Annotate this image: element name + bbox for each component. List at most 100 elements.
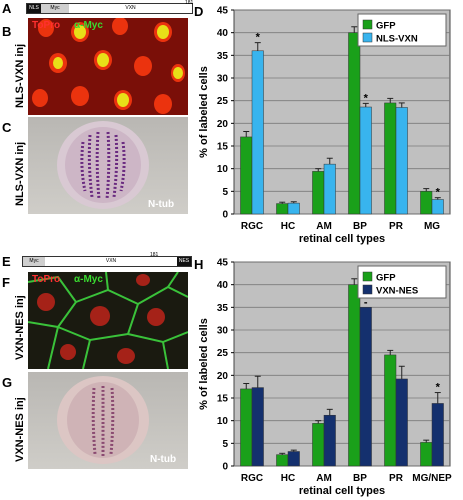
panel-label-d: D — [194, 4, 204, 19]
stain-myc-f: α-Myc — [74, 274, 103, 285]
bar-gfp — [384, 354, 397, 467]
bar-gfp — [312, 423, 325, 467]
y-tick-label: 40 — [217, 280, 229, 291]
side-label-f: VXN-NES inj — [14, 295, 26, 360]
confocal-image-f: ToPro α-Myc — [28, 272, 188, 369]
significance-mark: * — [364, 92, 369, 104]
bar-gfp — [384, 102, 397, 215]
side-label-g: VXN-NES inj — [14, 397, 26, 462]
y-tick-label: 5 — [222, 439, 228, 450]
y-tick-label: 25 — [217, 348, 229, 359]
nuclei-b — [32, 18, 185, 114]
y-tick-label: 10 — [217, 164, 229, 175]
legend-label: GFP — [376, 21, 396, 32]
nls-segment: NLS — [27, 4, 41, 13]
x-tick-label: MG — [424, 221, 440, 232]
bar-nls-vxn — [359, 106, 372, 215]
stain-ntub-c: N-tub — [148, 199, 175, 210]
y-axis-label: % of labeled cells — [198, 318, 210, 410]
stain-ntub-g: N-tub — [150, 454, 177, 465]
bar-nls-vxn — [251, 50, 264, 215]
legend-swatch — [362, 19, 373, 30]
bar-gfp — [420, 442, 433, 467]
bar-nls-vxn — [287, 202, 300, 215]
legend-label: GFP — [376, 273, 396, 284]
bar-nls-vxn — [323, 163, 336, 215]
panel-label-g: G — [2, 375, 13, 390]
bar-gfp — [348, 284, 361, 467]
x-axis-label: retinal cell types — [299, 485, 385, 497]
construct-diagram-top: NLS Myc VXN — [26, 3, 193, 14]
y-tick-label: 45 — [217, 6, 229, 17]
y-tick-label: 20 — [217, 119, 229, 130]
confocal-image-b: ToPro α-Myc — [28, 18, 188, 115]
significance-mark: * — [436, 187, 441, 199]
y-tick-label: 45 — [217, 258, 229, 269]
x-tick-label: HC — [281, 221, 295, 232]
bar-gfp — [240, 388, 253, 467]
x-tick-label: BP — [353, 473, 367, 484]
y-tick-label: 20 — [217, 371, 229, 382]
construct-diagram-bottom: Myc VXN NES — [22, 256, 192, 267]
y-tick-label: 30 — [217, 326, 229, 337]
x-tick-label: BP — [353, 221, 367, 232]
panel-label-h: H — [194, 257, 204, 272]
x-axis-label: retinal cell types — [299, 233, 385, 245]
bar-chart-d: 0 5 10 15 20 25 30 35 40 45 RGC * HC AM BP * PR MG * retina… — [198, 6, 451, 245]
bar-vxn-nes — [251, 387, 264, 467]
panel-label-f: F — [2, 275, 10, 290]
embryo-c — [57, 121, 149, 209]
bar-gfp — [276, 203, 289, 215]
legend-box — [357, 265, 447, 299]
significance-mark: - — [364, 296, 368, 308]
panel-label-b: B — [2, 24, 12, 39]
legend-label: VXN-NES — [376, 286, 418, 297]
stain-myc-b: α-Myc — [74, 20, 103, 31]
y-tick-label: 35 — [217, 51, 229, 62]
y-tick-label: 25 — [217, 96, 229, 107]
bar-gfp — [312, 171, 325, 215]
significance-mark: * — [256, 32, 261, 44]
construct-top-number: 181 — [185, 0, 194, 6]
bar-gfp — [240, 136, 253, 215]
y-axis-label: % of labeled cells — [198, 66, 210, 158]
bar-vxn-nes — [359, 307, 372, 467]
legend-swatch — [362, 32, 373, 43]
bar-chart-h: 0 5 10 15 20 25 30 35 40 45 RGC HC AM BP - PR MG/NEP * ret… — [198, 258, 452, 498]
bar-vxn-nes — [431, 403, 444, 467]
nes-segment: NES — [177, 257, 191, 266]
embryo-g — [57, 376, 149, 464]
bar-gfp — [348, 32, 361, 215]
panel-label-c: C — [2, 120, 12, 135]
myc-segment: Myc — [41, 4, 69, 13]
x-tick-label: MG/NEP — [412, 473, 452, 484]
stain-topro-f: ToPro — [32, 274, 61, 285]
bar-vxn-nes — [395, 378, 408, 467]
construct-bottom-number: 181 — [150, 252, 159, 258]
bar-nls-vxn — [431, 199, 444, 215]
bar-vxn-nes — [287, 451, 300, 467]
myc-segment-2: Myc — [23, 257, 45, 266]
x-tick-label: HC — [281, 473, 295, 484]
x-tick-label: RGC — [241, 473, 263, 484]
legend-swatch — [362, 284, 373, 295]
y-tick-label: 5 — [222, 187, 228, 198]
cells-f — [28, 272, 188, 369]
x-tick-label: PR — [389, 221, 404, 232]
bar-gfp — [420, 191, 433, 215]
x-tick-label: RGC — [241, 221, 263, 232]
y-tick-label: 40 — [217, 28, 229, 39]
x-tick-label: PR — [389, 473, 404, 484]
y-tick-label: 15 — [217, 394, 229, 405]
embryo-image-c: N-tub — [28, 117, 188, 214]
stain-topro-b: ToPro — [32, 20, 61, 31]
legend-label: NLS-VXN — [376, 34, 418, 45]
legend-swatch — [362, 271, 373, 282]
panel-label-a: A — [2, 1, 12, 16]
y-tick-label: 0 — [222, 462, 228, 473]
significance-mark: * — [436, 382, 441, 394]
x-tick-label: AM — [316, 221, 332, 232]
y-tick-label: 15 — [217, 142, 229, 153]
y-tick-label: 35 — [217, 303, 229, 314]
bar-vxn-nes — [323, 414, 336, 467]
